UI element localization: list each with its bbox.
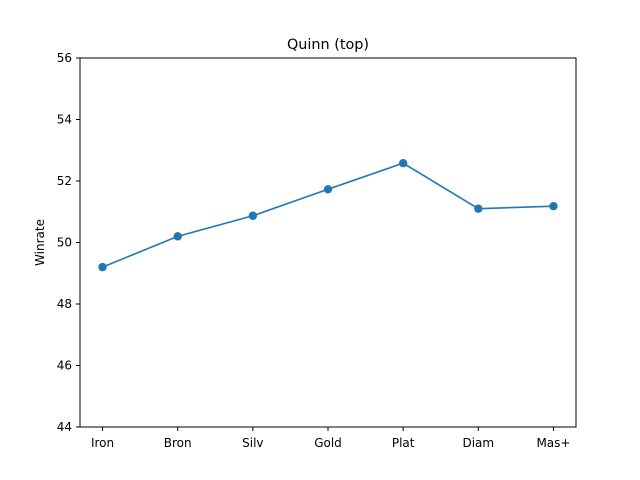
y-tick-label: 56 (57, 51, 72, 65)
data-point (474, 204, 483, 213)
data-point (173, 232, 182, 241)
x-tick-label: Diam (462, 436, 494, 450)
y-tick-label: 52 (57, 174, 72, 188)
y-tick-label: 54 (57, 113, 72, 127)
y-tick-label: 44 (57, 420, 72, 434)
x-tick-label: Bron (164, 436, 192, 450)
data-point (323, 185, 333, 194)
x-tick-label: Silv (242, 436, 263, 450)
x-tick-label: Iron (91, 436, 114, 450)
x-tick-label: Plat (392, 436, 415, 450)
y-tick-label: 46 (57, 359, 72, 373)
data-point (549, 202, 558, 211)
plot-area: 44 46 48 50 52 54 56 Iron Bron Silv Gold Plat Diam Ma… (57, 51, 571, 450)
y-tick-label: 50 (57, 236, 72, 250)
data-point (398, 158, 408, 168)
chart-title: Quinn (top) (287, 37, 369, 53)
x-tick-label: Mas+ (536, 436, 570, 450)
plot-frame (79, 57, 577, 428)
x-tick-label: Gold (314, 436, 342, 450)
y-axis-label: Winrate (33, 219, 47, 266)
data-point (248, 211, 258, 220)
data-point (98, 262, 107, 272)
y-tick-label: 48 (57, 297, 72, 311)
